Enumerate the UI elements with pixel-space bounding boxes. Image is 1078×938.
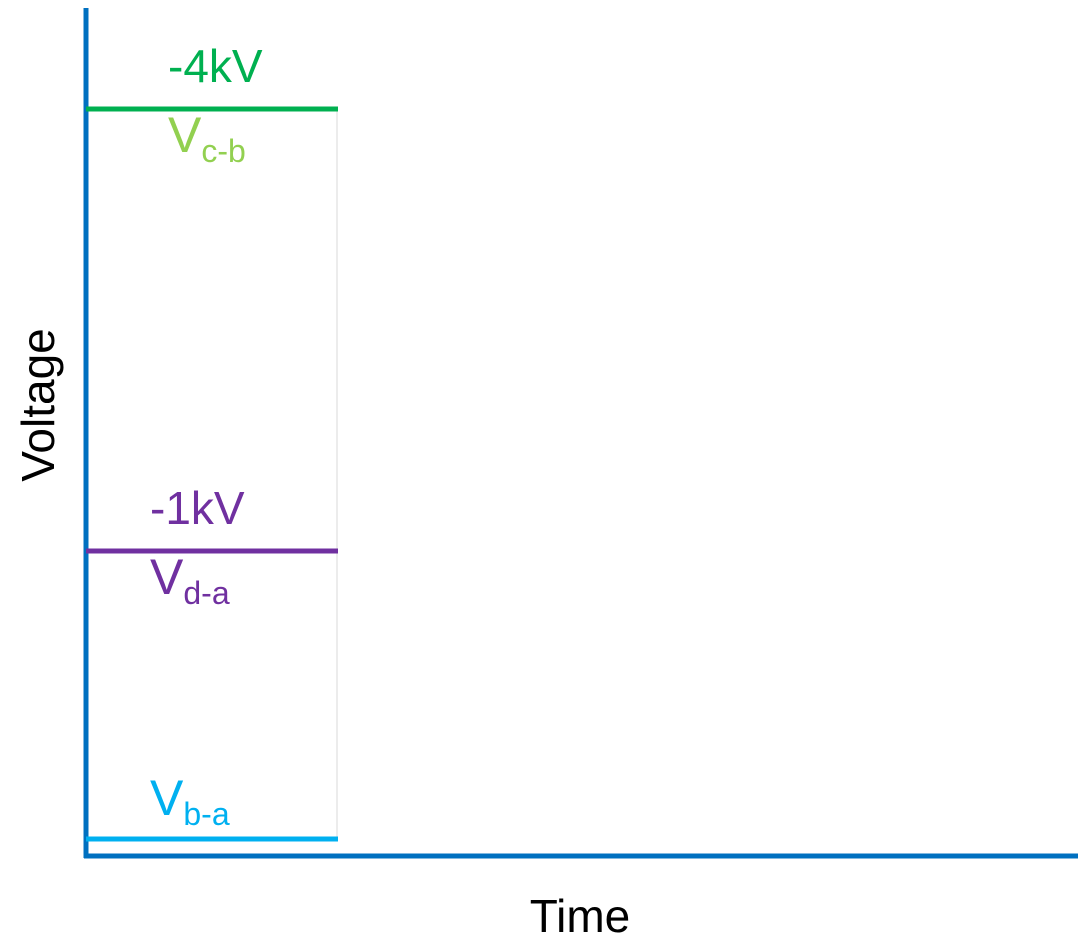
name: V [168, 107, 202, 163]
level-name: Vc-b [168, 107, 246, 169]
level-name: Vb-a [150, 770, 230, 832]
name: V [150, 770, 184, 826]
subscript: b-a [183, 796, 229, 832]
name: V [150, 549, 184, 605]
level-value: -4kV [168, 40, 263, 92]
y-axis-label: Voltage [12, 328, 64, 481]
level-name: Vd-a [150, 549, 230, 611]
subscript: d-a [183, 575, 229, 611]
subscript: c-b [201, 133, 245, 169]
level-value: -1kV [150, 482, 245, 534]
x-axis-label: Time [530, 890, 631, 938]
